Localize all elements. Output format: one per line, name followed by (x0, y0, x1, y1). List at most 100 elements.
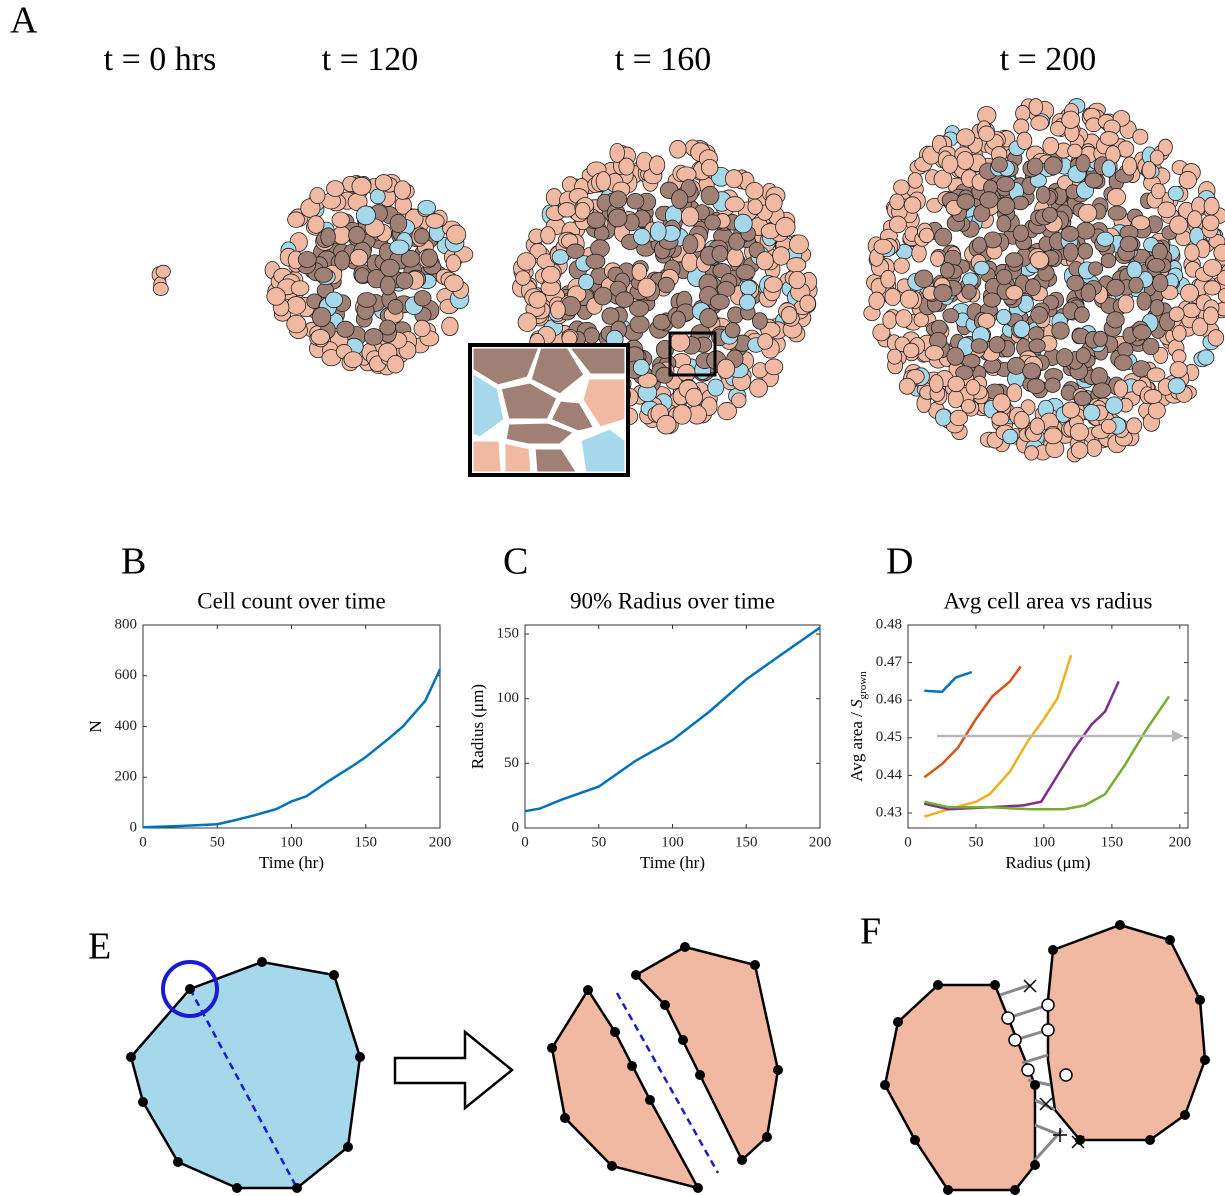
cell (310, 329, 330, 346)
cell (657, 276, 675, 294)
cell (615, 291, 634, 308)
cell (716, 358, 736, 379)
cell (889, 193, 905, 211)
cell (788, 270, 806, 290)
cell (374, 174, 393, 192)
cell (609, 190, 628, 209)
y-tick-label: 0.47 (876, 654, 903, 670)
cell (868, 291, 885, 310)
cell (956, 193, 976, 210)
x-axis-label: Time (hr) (640, 853, 705, 872)
y-tick-label: 0.44 (876, 767, 903, 783)
cell (1026, 378, 1046, 394)
cell (933, 283, 953, 303)
cell (1080, 283, 1097, 303)
cell (733, 213, 753, 234)
cell (988, 336, 1006, 354)
data-line (924, 670, 973, 694)
cell (1217, 287, 1225, 304)
cell (996, 196, 1016, 216)
cell (898, 377, 916, 395)
cell (649, 155, 666, 175)
cell (1012, 224, 1029, 242)
cell (1092, 382, 1112, 399)
cell (940, 262, 955, 279)
cell (671, 189, 689, 210)
cell (1121, 156, 1138, 176)
cell (701, 159, 719, 177)
cell (724, 322, 741, 339)
cell (680, 206, 700, 227)
cell (1132, 128, 1149, 145)
cell (633, 228, 651, 246)
cell (717, 402, 737, 421)
cell (637, 277, 657, 298)
cell (1150, 182, 1166, 200)
cell (152, 281, 169, 296)
cell (632, 358, 650, 376)
cell (387, 299, 404, 315)
data-line (923, 665, 1022, 779)
cell (1075, 347, 1091, 365)
cell (911, 243, 927, 263)
cell (1191, 317, 1209, 337)
cell (780, 306, 798, 325)
cell (413, 228, 430, 245)
cell (1013, 410, 1030, 430)
cell (1128, 276, 1144, 294)
cell (566, 243, 585, 259)
cell (425, 213, 445, 229)
cell (996, 308, 1012, 325)
cell (393, 180, 412, 200)
x-tick-label: 100 (280, 834, 303, 850)
panel-label: B (121, 541, 146, 583)
y-axis-label: N (86, 720, 105, 732)
cell (775, 217, 796, 237)
cell (941, 154, 959, 174)
y-tick-label: 600 (115, 667, 138, 683)
cell (903, 196, 922, 214)
cell (991, 411, 1010, 427)
axes-box (907, 624, 1189, 829)
x-tick-label: 150 (735, 834, 758, 850)
cell (297, 251, 317, 268)
cell (1002, 428, 1019, 445)
cell (1004, 252, 1024, 268)
cell (1051, 321, 1070, 340)
y-axis-label-text: N (86, 720, 105, 732)
cell (578, 273, 595, 291)
cell (900, 289, 919, 309)
cell (919, 227, 935, 244)
cell (983, 292, 1001, 308)
cell (325, 291, 343, 309)
cell (420, 248, 438, 268)
cell (1076, 221, 1096, 240)
cell (1107, 205, 1127, 221)
cell (1025, 278, 1041, 296)
cell (311, 306, 332, 328)
cell (637, 372, 658, 389)
y-tick-label: 0.45 (876, 729, 902, 745)
cell (516, 252, 537, 271)
cell (1141, 160, 1157, 180)
cell (1203, 306, 1219, 326)
cell (942, 308, 960, 324)
cell (961, 283, 977, 300)
cell (947, 375, 965, 393)
cell (607, 208, 628, 228)
cell (973, 260, 990, 276)
cell (417, 200, 437, 216)
cell (1119, 235, 1139, 253)
y-axis-label-text: Avg area / (847, 708, 866, 782)
cell (1101, 159, 1117, 178)
x-tick-label: 200 (429, 834, 452, 850)
cell (728, 232, 746, 251)
cell (1142, 337, 1160, 356)
cell (965, 379, 981, 396)
cell (1026, 157, 1044, 176)
cell (1044, 377, 1061, 393)
cell (1083, 404, 1101, 422)
cell (1028, 338, 1046, 354)
cell (320, 227, 336, 247)
